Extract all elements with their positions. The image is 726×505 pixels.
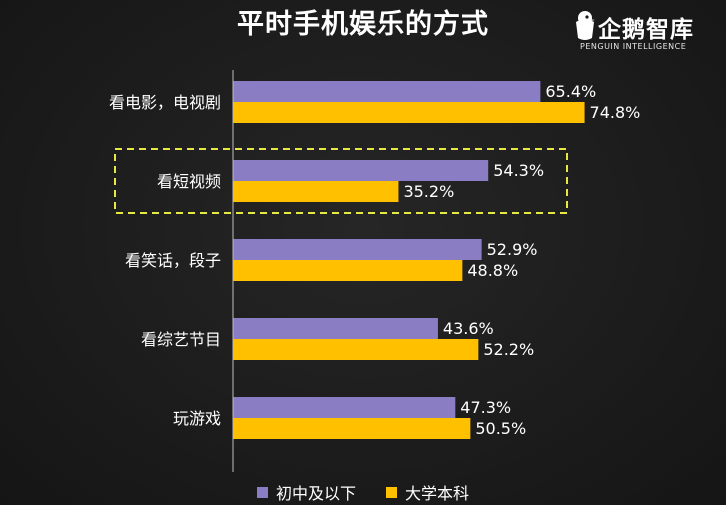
bar-1 (233, 239, 482, 260)
category-label: 看电影，电视剧 (109, 93, 221, 112)
data-label: 43.6% (443, 319, 494, 338)
logo-subtitle: PENGUIN INTELLIGENCE (580, 42, 687, 51)
bar-2 (233, 339, 479, 360)
bar-1 (233, 160, 489, 181)
category-label: 玩游戏 (173, 409, 221, 428)
logo-name: 企鹅智库 (598, 17, 694, 43)
bar-1 (233, 397, 456, 418)
data-label: 50.5% (475, 419, 526, 438)
bar-1 (233, 318, 438, 339)
legend-item-series-1: 初中及以下 (256, 480, 356, 504)
legend-swatch-series-2 (386, 486, 397, 498)
legend: 初中及以下 大学本科 (0, 480, 726, 504)
data-label: 74.8% (590, 103, 641, 122)
data-label: 54.3% (493, 161, 544, 180)
highlight-box (114, 148, 568, 214)
legend-item-series-2: 大学本科 (386, 480, 469, 504)
legend-swatch-series-1 (256, 486, 268, 498)
legend-label-series-1: 初中及以下 (275, 484, 356, 503)
bar-2 (233, 102, 585, 123)
data-label: 35.2% (403, 182, 454, 201)
data-label: 48.8% (467, 261, 518, 280)
data-label: 47.3% (460, 398, 511, 417)
penguin-icon (576, 11, 595, 40)
category-label: 看综艺节目 (141, 330, 221, 349)
bar-2 (233, 181, 399, 202)
legend-label-series-2: 大学本科 (405, 484, 470, 503)
category-label: 看笑话，段子 (125, 251, 221, 270)
bar-2 (233, 418, 471, 439)
bar-1 (233, 81, 541, 102)
data-label: 65.4% (545, 82, 596, 101)
category-label: 看短视频 (157, 172, 221, 191)
bar-chart: 看电影，电视剧 65.4% 74.8% 看短视频 54.3% 35.2% 看笑话，段子 52.… (109, 70, 641, 472)
data-label: 52.2% (483, 340, 534, 359)
brand-logo: 企鹅智库 PENGUIN INTELLIGENCE (572, 8, 696, 60)
chart-title: 平时手机娱乐的方式 (237, 9, 489, 40)
data-label: 52.9% (487, 240, 538, 259)
bar-2 (233, 260, 463, 281)
